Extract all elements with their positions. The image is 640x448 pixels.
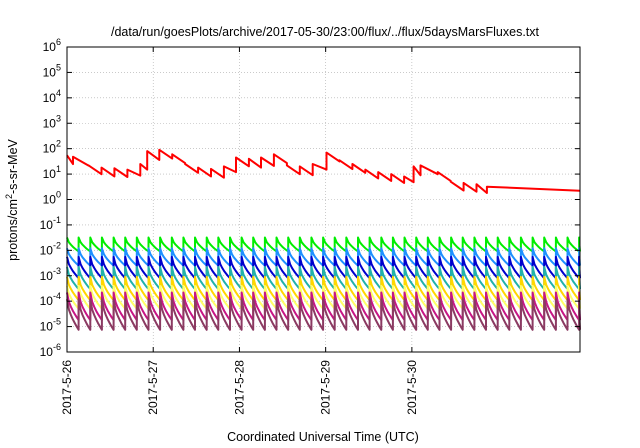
series-line-0	[66, 148, 581, 194]
y-axis-label-main: protons/cm	[6, 199, 20, 261]
y-tick-label: 100	[43, 190, 61, 207]
series-line-3	[66, 255, 581, 280]
x-tick-label: 2017-5-29	[319, 360, 333, 415]
x-axis-ticks: 2017-5-26 2017-5-27 2017-5-28 2017-5-29 2017…	[60, 47, 419, 415]
y-tick-label: 104	[43, 88, 61, 105]
y-tick-label: 10-6	[40, 342, 61, 359]
series-line-4	[66, 266, 581, 290]
series-layer	[66, 148, 581, 331]
y-tick-label: 102	[43, 139, 61, 156]
y-axis-label-exponent: 2	[4, 194, 14, 199]
y-tick-label: 103	[43, 113, 61, 130]
y-axis-ticks: 106 105 104 103 102 101 100 10-1 10-2 10-3 10-4 10-…	[40, 37, 580, 359]
series-line-2	[66, 247, 581, 267]
x-tick-label: 2017-5-27	[146, 360, 160, 415]
y-tick-label: 10-1	[40, 215, 61, 232]
y-tick-label: 105	[43, 62, 61, 79]
y-tick-label: 10-2	[40, 240, 61, 257]
y-tick-label: 101	[43, 164, 61, 181]
x-tick-label: 2017-5-28	[232, 360, 246, 415]
y-axis-label: protons/cm2-s-sr-MeV	[4, 138, 20, 260]
series-line-6	[66, 284, 581, 310]
chart-title: /data/run/goesPlots/archive/2017-05-30/2…	[111, 25, 540, 39]
x-tick-label: 2017-5-26	[60, 360, 74, 415]
y-tick-label: 10-4	[40, 291, 61, 308]
y-axis-label-unit: -s-sr-MeV	[6, 138, 20, 194]
y-tick-label: 10-3	[40, 266, 61, 283]
series-line-8	[66, 298, 581, 331]
y-tick-label: 10-5	[40, 317, 61, 334]
x-axis-label: Coordinated Universal Time (UTC)	[227, 430, 419, 444]
series-line-1	[66, 236, 581, 253]
series-line-7	[66, 291, 581, 322]
y-tick-label: 106	[43, 37, 61, 54]
x-tick-label: 2017-5-30	[405, 360, 419, 415]
series-line-5	[66, 275, 581, 302]
